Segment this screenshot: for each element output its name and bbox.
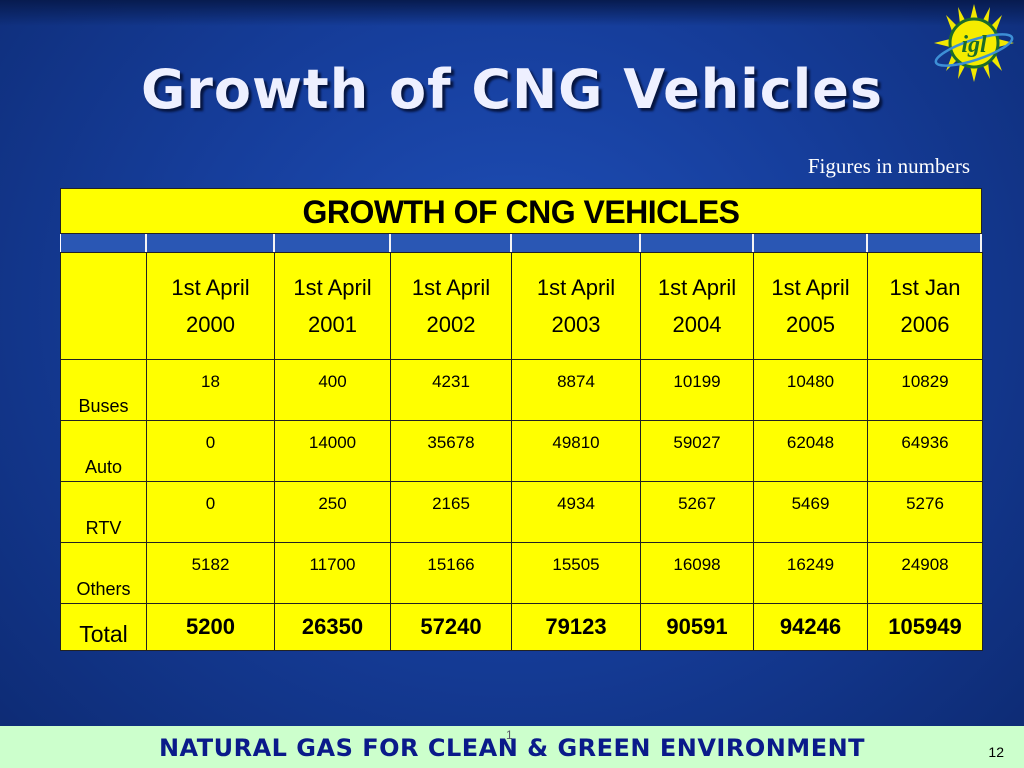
table-cell: 10829 bbox=[867, 359, 983, 421]
spacer-divider bbox=[389, 234, 391, 252]
table-cell: 35678 bbox=[390, 420, 512, 482]
table-cell: 24908 bbox=[867, 542, 983, 604]
table-cell: 16098 bbox=[640, 542, 754, 604]
spacer-divider bbox=[273, 234, 275, 252]
table-cell: 8874 bbox=[511, 359, 641, 421]
footer-band: 1 NATURAL GAS FOR CLEAN & GREEN ENVIRONM… bbox=[0, 726, 1024, 768]
slide-title: Growth of CNG Vehicles bbox=[140, 58, 884, 121]
table-cell: 5267 bbox=[640, 481, 754, 543]
logo-text: igl bbox=[961, 32, 987, 58]
top-shadow-band bbox=[0, 0, 1024, 26]
table-cell: 15505 bbox=[511, 542, 641, 604]
spacer-divider bbox=[145, 234, 147, 252]
row-label: Auto bbox=[60, 420, 147, 482]
spacer-divider bbox=[866, 234, 868, 252]
page-number: 12 bbox=[988, 744, 1004, 760]
column-header: 1st April 2001 bbox=[274, 252, 391, 360]
table-cell: 5469 bbox=[753, 481, 868, 543]
table-cell: 64936 bbox=[867, 420, 983, 482]
total-cell: 90591 bbox=[640, 603, 754, 651]
table-cell: 10480 bbox=[753, 359, 868, 421]
table-cell: 62048 bbox=[753, 420, 868, 482]
column-header: 1st April 2004 bbox=[640, 252, 754, 360]
column-header: 1st April 2003 bbox=[511, 252, 641, 360]
table-row-buses: Buses 18 400 4231 8874 10199 10480 10829 bbox=[60, 359, 983, 421]
spacer-divider bbox=[510, 234, 512, 252]
table-row-total: Total 5200 26350 57240 79123 90591 94246… bbox=[60, 603, 983, 651]
column-header: 1st Jan 2006 bbox=[867, 252, 983, 360]
row-label: Total bbox=[60, 603, 147, 651]
table-cell: 11700 bbox=[274, 542, 391, 604]
table-row-others: Others 5182 11700 15166 15505 16098 1624… bbox=[60, 542, 983, 604]
table-cell: 14000 bbox=[274, 420, 391, 482]
cng-growth-table: GROWTH OF CNG VEHICLES 1st April 2000 1st… bbox=[60, 188, 983, 651]
table-cell: 0 bbox=[146, 481, 275, 543]
spacer-divider bbox=[752, 234, 754, 252]
table-cell: 250 bbox=[274, 481, 391, 543]
table-cell: 49810 bbox=[511, 420, 641, 482]
table-cell: 2165 bbox=[390, 481, 512, 543]
table-title: GROWTH OF CNG VEHICLES bbox=[60, 188, 982, 234]
column-header: 1st April 2002 bbox=[390, 252, 512, 360]
data-grid: 1st April 2000 1st April 2001 1st April 200… bbox=[60, 252, 983, 651]
table-cell: 59027 bbox=[640, 420, 754, 482]
table-spacer-row bbox=[60, 234, 982, 252]
row-label: Buses bbox=[60, 359, 147, 421]
header-corner-cell bbox=[60, 252, 147, 360]
spacer-divider bbox=[980, 234, 982, 252]
total-cell: 105949 bbox=[867, 603, 983, 651]
table-cell: 0 bbox=[146, 420, 275, 482]
header-row: 1st April 2000 1st April 2001 1st April 200… bbox=[60, 252, 983, 360]
row-label: Others bbox=[60, 542, 147, 604]
table-cell: 400 bbox=[274, 359, 391, 421]
total-cell: 5200 bbox=[146, 603, 275, 651]
column-header: 1st April 2000 bbox=[146, 252, 275, 360]
footer-slogan: NATURAL GAS FOR CLEAN & GREEN ENVIRONMEN… bbox=[158, 734, 866, 762]
igl-logo: igl bbox=[934, 4, 1014, 82]
table-cell: 15166 bbox=[390, 542, 512, 604]
total-cell: 79123 bbox=[511, 603, 641, 651]
footer-mark: 1 bbox=[506, 728, 513, 742]
table-cell: 4231 bbox=[390, 359, 512, 421]
table-row-auto: Auto 0 14000 35678 49810 59027 62048 649… bbox=[60, 420, 983, 482]
table-cell: 10199 bbox=[640, 359, 754, 421]
table-cell: 4934 bbox=[511, 481, 641, 543]
column-header: 1st April 2005 bbox=[753, 252, 868, 360]
total-cell: 94246 bbox=[753, 603, 868, 651]
table-row-rtv: RTV 0 250 2165 4934 5267 5469 5276 bbox=[60, 481, 983, 543]
table-cell: 18 bbox=[146, 359, 275, 421]
table-cell: 16249 bbox=[753, 542, 868, 604]
figures-note: Figures in numbers bbox=[807, 154, 970, 178]
total-cell: 26350 bbox=[274, 603, 391, 651]
spacer-divider bbox=[639, 234, 641, 252]
table-cell: 5276 bbox=[867, 481, 983, 543]
row-label: RTV bbox=[60, 481, 147, 543]
table-cell: 5182 bbox=[146, 542, 275, 604]
total-cell: 57240 bbox=[390, 603, 512, 651]
